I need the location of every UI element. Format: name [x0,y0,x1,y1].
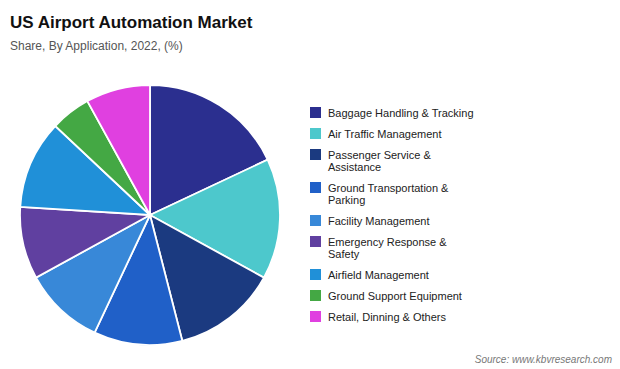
legend-label: Airfield Management [328,269,429,281]
legend-label: Passenger Service &Assistance [328,149,431,173]
legend-item: Baggage Handling & Tracking [310,107,474,119]
source: Source: www.kbvresearch.com [475,354,612,365]
legend-label: Facility Management [328,215,430,227]
pie [20,85,280,345]
legend-label: Air Traffic Management [328,128,442,140]
legend-swatch [310,236,321,247]
title: US Airport Automation Market [10,13,253,32]
chart: US Airport Automation Market Share, By Ap… [0,0,620,369]
legend-swatch [310,128,321,139]
subtitle: Share, By Application, 2022, (%) [10,39,183,53]
legend-item: Air Traffic Management [310,128,442,140]
legend-item: Ground Support Equipment [310,290,462,302]
legend-label: Baggage Handling & Tracking [328,107,474,119]
legend-item: Passenger Service &Assistance [310,149,431,173]
legend-item: Facility Management [310,215,430,227]
legend-swatch [310,107,321,118]
slice [20,207,150,278]
legend: Baggage Handling & Tracking Air Traffic M… [310,107,474,323]
legend-swatch [310,149,321,160]
legend-label: Ground Transportation &Parking [328,182,449,206]
legend-label: Emergency Response &Safety [328,236,447,260]
legend-label: Retail, Dinning & Others [328,311,446,323]
legend-item: Ground Transportation &Parking [310,182,449,206]
legend-swatch [310,215,321,226]
slice [87,85,150,215]
legend-swatch [310,269,321,280]
legend-swatch [310,182,321,193]
legend-label: Ground Support Equipment [328,290,462,302]
legend-swatch [310,290,321,301]
legend-item: Emergency Response &Safety [310,236,447,260]
legend-swatch [310,311,321,322]
legend-item: Retail, Dinning & Others [310,311,446,323]
legend-item: Airfield Management [310,269,429,281]
